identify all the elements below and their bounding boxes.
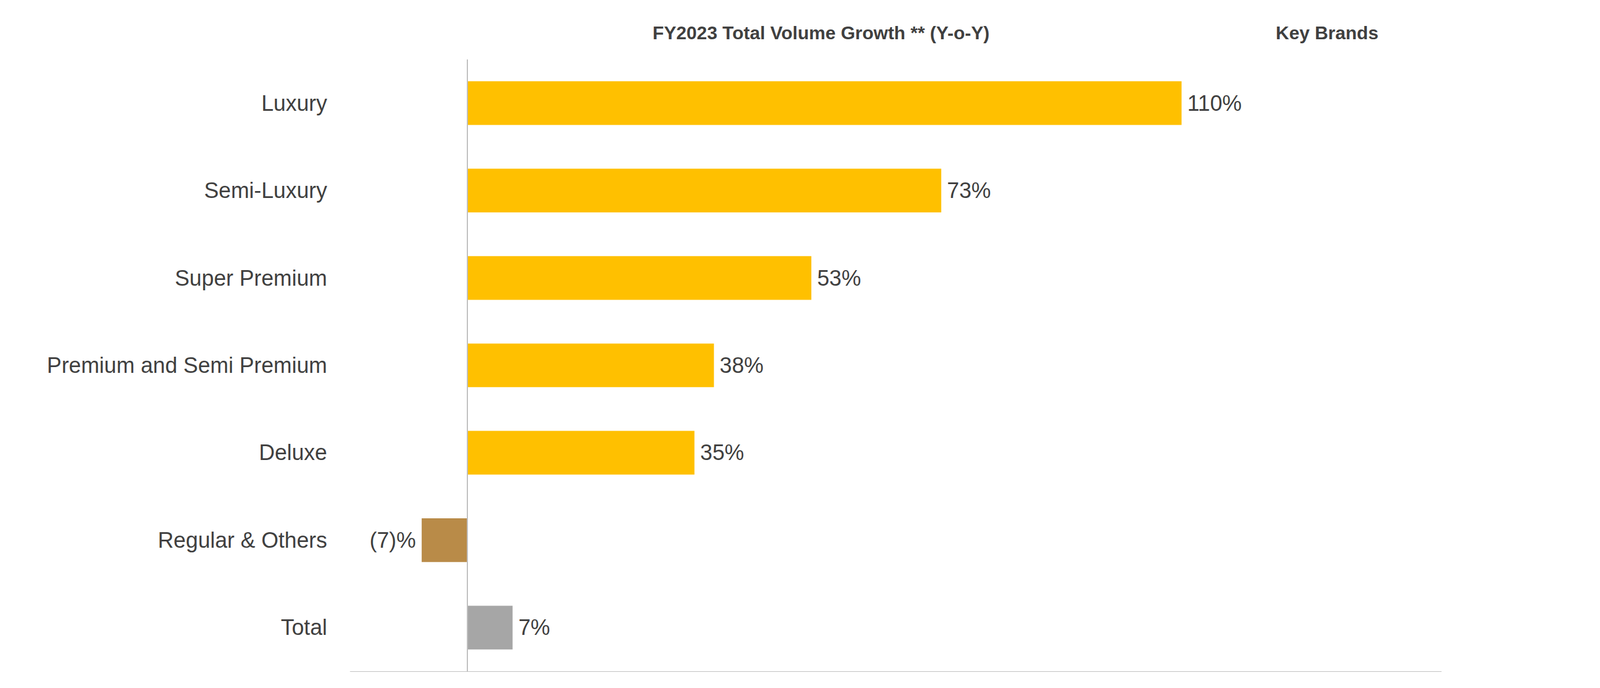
svg-text:7%: 7% [518, 615, 550, 640]
svg-text:Total: Total [280, 615, 328, 640]
svg-text:Key Brands: Key Brands [1275, 22, 1379, 44]
svg-text:35%: 35% [700, 440, 745, 465]
svg-text:Semi-Luxury: Semi-Luxury [204, 178, 328, 203]
svg-text:Deluxe: Deluxe [259, 440, 328, 465]
svg-text:38%: 38% [719, 353, 764, 378]
svg-text:Super Premium: Super Premium [174, 265, 328, 291]
svg-text:110%: 110% [1187, 91, 1242, 116]
svg-text:73%: 73% [946, 178, 991, 203]
svg-text:FY2023 Total Volume Growth **: FY2023 Total Volume Growth ** (Y-o-Y) [652, 22, 990, 44]
svg-text:Regular & Others: Regular & Others [157, 527, 328, 553]
svg-text:53%: 53% [817, 265, 861, 291]
svg-text:Luxury: Luxury [261, 91, 328, 116]
svg-text:(7)%: (7)% [369, 527, 417, 553]
svg-text:Premium and Semi Premium: Premium and Semi Premium [46, 353, 328, 378]
